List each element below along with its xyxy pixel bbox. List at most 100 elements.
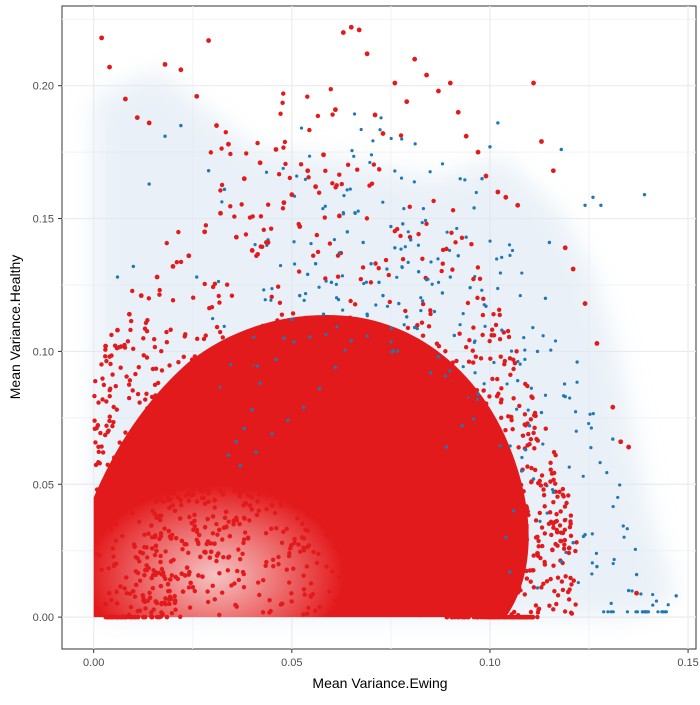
red-generated-point [319,483,324,488]
red-core-point [245,404,251,410]
red-generated-point [106,566,111,571]
red-core-point [298,458,303,464]
red-generated-point [96,460,101,465]
red-core-point [431,531,436,537]
red-generated-point [128,327,133,333]
red-core-point [218,488,223,494]
red-core-point [201,495,206,501]
red-generated-point [224,345,230,351]
blue-point [365,312,369,316]
red-generated-point [382,325,388,330]
red-generated-point [167,394,172,400]
red-generated-point [104,508,109,514]
blue-generated-point [420,221,424,225]
red-point [170,263,176,269]
red-generated-point [278,111,283,116]
red-generated-point [284,567,289,572]
red-generated-point [137,578,143,583]
blue-point [337,251,342,255]
red-core-point [237,521,242,527]
blue-point [448,275,453,279]
red-generated-point [573,602,578,607]
red-generated-point [398,423,404,428]
red-generated-point [194,537,199,542]
red-core-point [182,573,188,578]
red-generated-point [350,524,355,529]
red-core-point [296,392,301,398]
red-generated-point [398,233,403,239]
red-core-point [154,515,159,521]
red-generated-point [472,507,478,512]
blue-generated-point [350,148,354,153]
red-core-point [244,462,250,467]
red-generated-point [385,384,391,389]
red-core-point [413,523,418,529]
red-core-point [418,468,424,474]
red-generated-point [451,459,456,465]
red-core-point [498,576,504,582]
red-generated-point [513,539,519,545]
red-point [241,176,247,182]
red-generated-point [327,611,332,617]
red-generated-point [316,190,322,195]
red-generated-point [364,588,370,593]
red-core-point [431,538,437,544]
red-core-point [377,440,383,445]
red-generated-point [357,419,362,424]
red-generated-point [387,518,392,523]
blue-generated-point [264,170,269,174]
red-generated-point [382,561,387,566]
red-generated-point [469,241,474,247]
red-core-point [208,409,213,414]
red-point [107,64,112,70]
red-generated-point [181,390,187,396]
red-generated-point [493,455,499,460]
red-core-point [183,493,189,498]
red-generated-point [228,446,233,451]
red-generated-point [409,389,415,395]
red-core-point [236,383,242,388]
red-generated-point [204,355,210,361]
red-generated-point [240,551,245,556]
blue-point [436,355,441,359]
red-generated-point [528,609,534,615]
red-point [443,577,449,583]
red-generated-point [300,350,306,355]
red-core-point [253,442,259,447]
blue-generated-point [399,176,404,180]
red-core-point [157,517,163,523]
blue-generated-point [389,340,393,344]
blue-generated-point [332,238,337,242]
red-generated-point [186,550,191,556]
red-generated-point [387,610,393,615]
blue-point [317,386,322,391]
red-generated-point [479,497,484,503]
red-generated-point [533,467,538,473]
red-generated-point [541,581,546,587]
red-core-point [366,389,371,395]
blue-point [559,559,563,564]
red-generated-point [404,391,410,397]
red-generated-point [379,466,384,471]
red-generated-point [564,500,569,506]
red-generated-point [560,492,566,497]
red-generated-point [313,433,318,438]
red-core-point [171,491,177,497]
red-generated-point [340,354,346,359]
red-generated-point [255,140,260,146]
red-generated-point [490,376,495,382]
blue-generated-point [588,412,592,416]
red-generated-point [164,399,170,404]
red-generated-point [532,446,537,451]
blue-generated-point [317,285,321,289]
blue-point [531,477,536,481]
blue-point [345,230,349,234]
blue-generated-point [616,495,620,500]
red-generated-point [153,393,158,398]
red-generated-point [470,425,476,430]
red-generated-point [399,519,405,524]
red-generated-point [99,531,105,536]
red-generated-point [388,473,393,479]
red-core-point [164,614,170,620]
blue-point [286,418,290,423]
